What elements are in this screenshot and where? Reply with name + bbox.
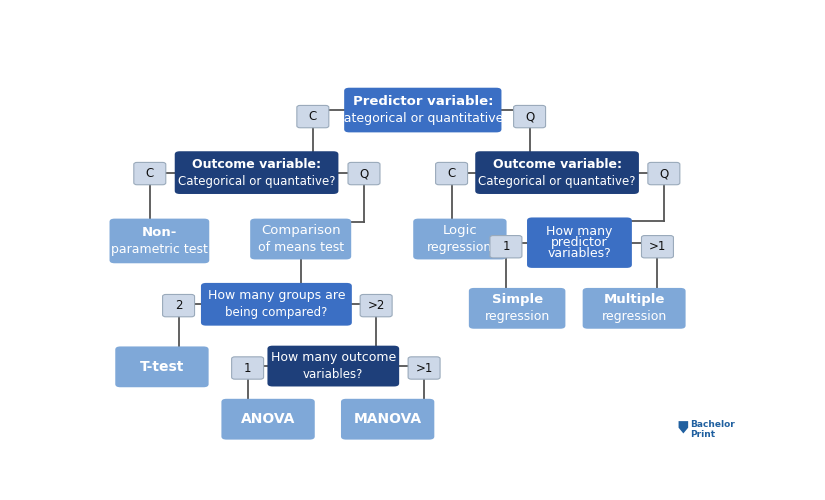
Text: predictor: predictor — [551, 236, 608, 249]
Text: parametric test: parametric test — [111, 243, 208, 256]
Text: C: C — [309, 110, 317, 123]
Text: Outcome variable:: Outcome variable: — [192, 158, 321, 170]
Text: ANOVA: ANOVA — [241, 412, 295, 426]
Text: 1: 1 — [502, 240, 510, 253]
Text: MANOVA: MANOVA — [354, 412, 422, 426]
FancyBboxPatch shape — [297, 106, 329, 128]
Text: C: C — [146, 167, 154, 180]
Text: How many groups are: How many groups are — [208, 290, 345, 302]
Text: Categorical or quantitative?: Categorical or quantitative? — [335, 112, 511, 125]
Text: Comparison: Comparison — [261, 224, 341, 237]
Text: 2: 2 — [175, 299, 182, 312]
Text: Logic: Logic — [442, 224, 478, 237]
Text: Categorical or quantative?: Categorical or quantative? — [178, 174, 335, 188]
FancyBboxPatch shape — [221, 399, 315, 440]
Text: Q: Q — [659, 167, 668, 180]
FancyBboxPatch shape — [648, 162, 680, 184]
Text: >1: >1 — [416, 362, 433, 374]
Text: of means test: of means test — [257, 241, 344, 254]
FancyBboxPatch shape — [527, 218, 632, 268]
FancyBboxPatch shape — [341, 399, 434, 440]
Text: regression: regression — [427, 241, 493, 254]
FancyBboxPatch shape — [475, 151, 639, 194]
Text: variables?: variables? — [548, 247, 611, 260]
FancyBboxPatch shape — [116, 346, 209, 387]
Text: Outcome variable:: Outcome variable: — [493, 158, 621, 170]
Text: Categorical or quantative?: Categorical or quantative? — [478, 174, 636, 188]
FancyBboxPatch shape — [250, 218, 351, 260]
Text: Non-: Non- — [142, 226, 177, 239]
Text: Predictor variable:: Predictor variable: — [352, 95, 493, 108]
Text: Q: Q — [360, 167, 369, 180]
Text: Simple: Simple — [492, 294, 543, 306]
FancyBboxPatch shape — [514, 106, 545, 128]
FancyBboxPatch shape — [163, 294, 195, 317]
Text: 1: 1 — [244, 362, 252, 374]
FancyBboxPatch shape — [232, 357, 264, 379]
Text: regression: regression — [484, 310, 549, 324]
FancyBboxPatch shape — [134, 162, 166, 184]
FancyBboxPatch shape — [201, 283, 351, 326]
FancyBboxPatch shape — [490, 236, 522, 258]
FancyBboxPatch shape — [110, 218, 210, 264]
Text: How many: How many — [546, 226, 613, 238]
FancyBboxPatch shape — [642, 236, 673, 258]
FancyBboxPatch shape — [344, 88, 502, 132]
FancyBboxPatch shape — [361, 294, 392, 317]
Text: How many outcome: How many outcome — [271, 351, 396, 364]
FancyBboxPatch shape — [408, 357, 440, 379]
Text: Q: Q — [525, 110, 535, 123]
Text: C: C — [447, 167, 455, 180]
FancyBboxPatch shape — [582, 288, 686, 329]
FancyBboxPatch shape — [469, 288, 565, 329]
FancyBboxPatch shape — [175, 151, 338, 194]
Text: Bachelor
Print: Bachelor Print — [690, 420, 735, 440]
FancyBboxPatch shape — [436, 162, 468, 184]
FancyBboxPatch shape — [413, 218, 507, 260]
Polygon shape — [678, 421, 688, 434]
FancyBboxPatch shape — [348, 162, 380, 184]
FancyBboxPatch shape — [267, 346, 399, 387]
Text: being compared?: being compared? — [225, 306, 328, 320]
Text: T-test: T-test — [139, 360, 184, 374]
Text: >1: >1 — [648, 240, 666, 253]
Text: variables?: variables? — [303, 368, 364, 381]
Text: Multiple: Multiple — [603, 294, 665, 306]
Text: >2: >2 — [367, 299, 384, 312]
Text: regression: regression — [601, 310, 667, 324]
